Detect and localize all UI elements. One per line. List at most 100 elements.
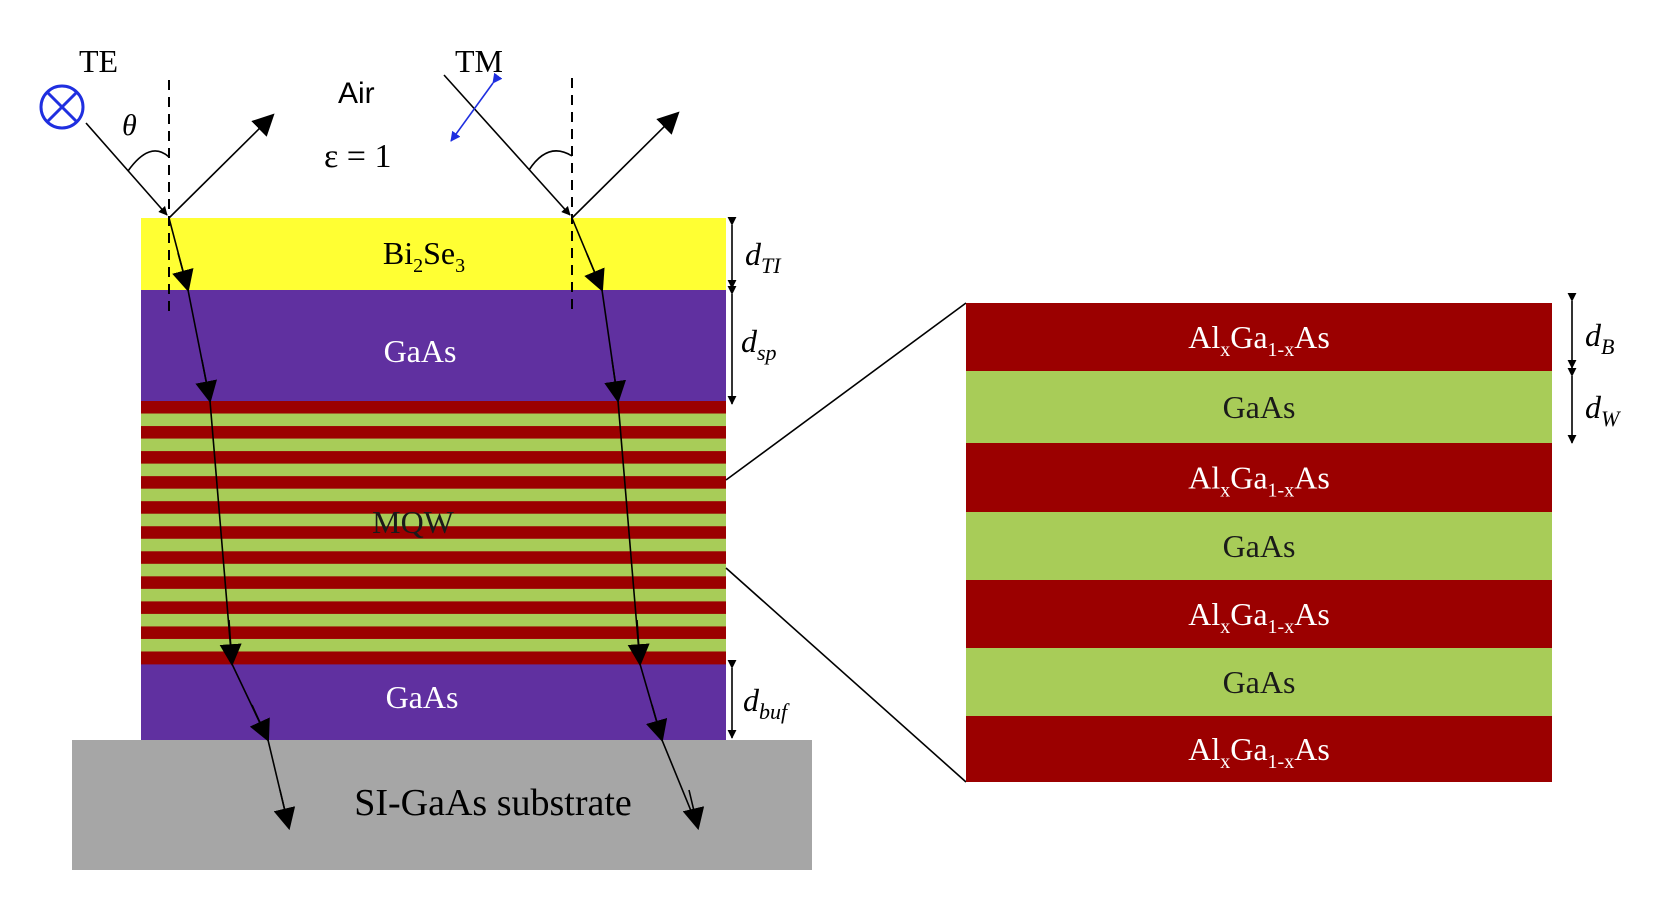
zoom-barrier-layer bbox=[966, 580, 1552, 648]
spacer-layer bbox=[141, 290, 726, 401]
theta-label: θ bbox=[122, 109, 137, 142]
zoom-barrier-label-base1: Al bbox=[1188, 596, 1220, 632]
ti-layer bbox=[141, 218, 726, 290]
zoom-barrier-label-sub1: x bbox=[1220, 480, 1230, 502]
tm-arrow-spacer bbox=[604, 359, 627, 404]
zoom-well-layer bbox=[966, 648, 1552, 716]
zoom-barrier-label-sub2: 1-x bbox=[1268, 480, 1295, 502]
mqw-well-stripe bbox=[141, 463, 726, 477]
d-sp-base: d bbox=[741, 323, 758, 359]
zoom-barrier-label-sub1: x bbox=[1220, 339, 1230, 361]
zoom-barrier-layer bbox=[966, 716, 1552, 782]
tm-incident-ray bbox=[443, 74, 571, 216]
zoom-barrier-label-base2: Ga bbox=[1230, 460, 1267, 496]
te-arrow-spacer bbox=[195, 359, 218, 404]
tm-arrow-buffer bbox=[645, 704, 668, 743]
mqw-well-stripe bbox=[141, 588, 726, 602]
zoom-barrier-label: AlxGa1-xAs bbox=[1188, 596, 1330, 638]
mqw-barrier-stripe bbox=[141, 526, 726, 540]
zoom-connector-bottom bbox=[725, 567, 967, 783]
d-w-label: dW bbox=[1585, 389, 1621, 431]
zoom-barrier-label-base3: As bbox=[1294, 319, 1330, 355]
d-b-sub: B bbox=[1601, 334, 1614, 359]
d-sp-label: dsp bbox=[741, 323, 777, 365]
zoom-barrier-label: AlxGa1-xAs bbox=[1188, 319, 1330, 361]
mqw-barrier-stripe bbox=[141, 451, 726, 465]
te-arrow-substrate bbox=[273, 789, 296, 831]
mqw-barrier-stripe bbox=[141, 501, 726, 515]
mqw-barrier-stripe bbox=[141, 576, 726, 590]
tm-arrow-mqw bbox=[627, 619, 650, 667]
zoom-well-label: GaAs bbox=[1223, 528, 1296, 564]
tm-polarization-icon bbox=[450, 72, 503, 142]
d-buf-sub: buf bbox=[759, 699, 790, 724]
zoom-well-layer bbox=[966, 371, 1552, 443]
te-arrow-buffer bbox=[249, 704, 270, 743]
mqw-barrier-stripe bbox=[141, 626, 726, 640]
mqw-well-stripe bbox=[141, 538, 726, 552]
zoom-barrier-label-base1: Al bbox=[1188, 460, 1220, 496]
epsilon-label: ε = 1 bbox=[324, 138, 391, 175]
ti-label-sub2: 3 bbox=[455, 255, 465, 277]
ti-label-mid: Se bbox=[423, 235, 455, 271]
zoom-barrier-label-sub2: 1-x bbox=[1268, 339, 1295, 361]
zoom-well-label: GaAs bbox=[1223, 389, 1296, 425]
d-buf-label: dbuf bbox=[743, 682, 790, 724]
zoom-barrier-label-base1: Al bbox=[1188, 731, 1220, 767]
substrate-label: SI-GaAs substrate bbox=[354, 782, 632, 824]
zoom-barrier-label: AlxGa1-xAs bbox=[1188, 460, 1330, 502]
mqw-barrier-stripe bbox=[141, 551, 726, 565]
tm-label: TM bbox=[455, 43, 503, 79]
d-ti-label: dTI bbox=[745, 236, 782, 278]
d-w-base: d bbox=[1585, 389, 1602, 425]
te-arrow-mqw bbox=[219, 619, 242, 667]
zoom-barrier-label-base2: Ga bbox=[1230, 731, 1267, 767]
te-label: TE bbox=[79, 43, 118, 79]
te-angle-arc bbox=[127, 150, 170, 172]
te-arrow-ti bbox=[172, 252, 194, 293]
zoom-barrier-label-base3: As bbox=[1294, 596, 1330, 632]
zoom-barrier-label-sub2: 1-x bbox=[1268, 616, 1295, 638]
tm-arrow-ti bbox=[584, 253, 605, 293]
te-polarization-icon bbox=[39, 84, 85, 130]
buffer-label: GaAs bbox=[386, 679, 459, 715]
zoom-barrier-label-sub1: x bbox=[1220, 751, 1230, 773]
tm-angle-arc bbox=[528, 150, 573, 171]
mqw-stack bbox=[141, 401, 726, 665]
mqw-well-stripe bbox=[141, 638, 726, 652]
zoom-barrier-label-base3: As bbox=[1294, 731, 1330, 767]
mqw-well-stripe bbox=[141, 613, 726, 627]
tm-reflected-ray bbox=[571, 111, 680, 219]
tm-arrow-substrate bbox=[682, 789, 705, 831]
zoom-barrier-layer bbox=[966, 443, 1552, 512]
d-buf-base: d bbox=[743, 682, 760, 718]
mqw-barrier-stripe bbox=[141, 426, 726, 439]
mqw-well-stripe bbox=[141, 488, 726, 502]
zoom-barrier-layer bbox=[966, 303, 1552, 371]
zoom-barrier-label-base2: Ga bbox=[1230, 319, 1267, 355]
zoom-barrier-label-base3: As bbox=[1294, 460, 1330, 496]
d-ti-sub: TI bbox=[761, 253, 782, 278]
mqw-barrier-stripe bbox=[141, 651, 726, 665]
d-b-label: dB bbox=[1585, 317, 1614, 359]
mqw-well-stripe bbox=[141, 413, 726, 427]
zoom-well-label: GaAs bbox=[1223, 664, 1296, 700]
zoom-barrier-label-base2: Ga bbox=[1230, 596, 1267, 632]
air-label: Air bbox=[338, 77, 375, 110]
mqw-zoom-detail: AlxGa1-xAsGaAsAlxGa1-xAsGaAsAlxGa1-xAsGa… bbox=[966, 303, 1552, 782]
ti-label-base: Bi bbox=[383, 235, 413, 271]
ti-label-sub1: 2 bbox=[413, 255, 423, 277]
zoom-connector-top bbox=[725, 302, 967, 481]
zoom-barrier-label-base1: Al bbox=[1188, 319, 1220, 355]
mqw-barrier-stripe bbox=[141, 401, 726, 414]
spacer-label: GaAs bbox=[384, 333, 457, 369]
mqw-barrier-stripe bbox=[141, 601, 726, 615]
d-ti-base: d bbox=[745, 236, 762, 272]
d-b-base: d bbox=[1585, 317, 1602, 353]
mqw-barrier-stripe bbox=[141, 476, 726, 490]
te-incident-ray bbox=[85, 122, 168, 216]
mqw-well-stripe bbox=[141, 513, 726, 527]
ti-label: Bi2Se3 bbox=[383, 235, 465, 277]
mqw-label: MQW bbox=[372, 504, 455, 540]
